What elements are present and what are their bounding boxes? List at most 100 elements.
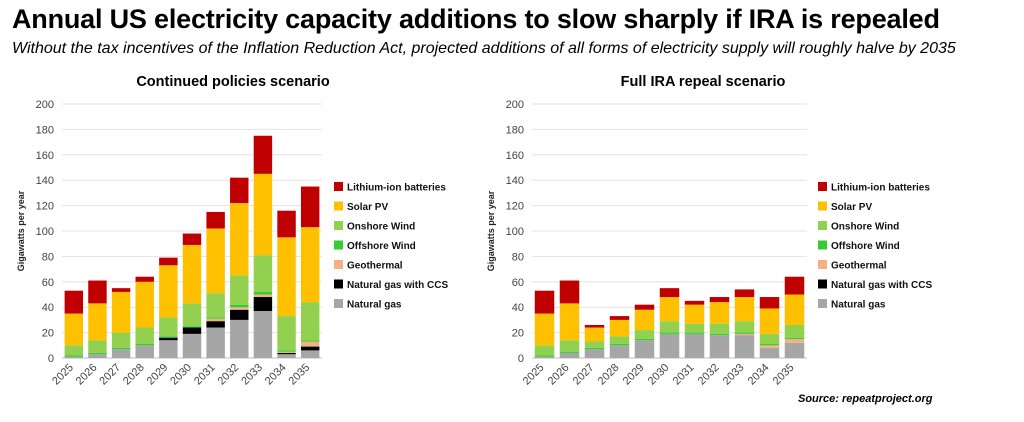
legend-swatch xyxy=(818,279,827,289)
x-tick-label: 2030 xyxy=(646,362,672,388)
legend-swatch xyxy=(334,279,343,289)
bar-onshore-wind-2032 xyxy=(709,323,730,334)
bar-natural-gas-2027 xyxy=(584,349,605,358)
bar-natural-gas-with-ccs-2035 xyxy=(300,346,320,351)
x-tick-label: 2032 xyxy=(696,362,722,388)
bar-solar-pv-2029 xyxy=(159,265,178,318)
x-tick-label: 2033 xyxy=(239,362,265,388)
bar-natural-gas-2034 xyxy=(277,354,296,358)
x-tick-label: 2035 xyxy=(771,362,797,388)
bar-lithium-ion-batteries-2031 xyxy=(206,211,225,229)
bar-geothermal-2035 xyxy=(784,338,805,343)
legend-swatch xyxy=(334,221,343,230)
y-tick-label: 160 xyxy=(506,150,524,162)
legend-swatch xyxy=(818,182,827,191)
legend-label: Natural gas xyxy=(347,300,402,311)
x-tick-label: 2027 xyxy=(571,362,597,388)
bar-offshore-wind-2035 xyxy=(784,337,805,339)
y-tick-label: 120 xyxy=(506,201,524,213)
legend-label: Offshore Wind xyxy=(347,241,416,252)
legend-swatch xyxy=(334,260,343,269)
bar-lithium-ion-batteries-2026 xyxy=(559,280,580,304)
bar-lithium-ion-batteries-2032 xyxy=(709,297,730,303)
legend-swatch xyxy=(334,201,343,211)
legend-label: Solar PV xyxy=(347,202,388,213)
y-tick-label: 120 xyxy=(36,201,54,213)
bar-solar-pv-2031 xyxy=(206,228,225,294)
x-tick-label: 2030 xyxy=(168,362,194,388)
panel-title: Full IRA repeal scenario xyxy=(621,74,786,90)
y-tick-label: 140 xyxy=(36,175,54,187)
bar-onshore-wind-2035 xyxy=(300,302,320,341)
x-tick-label: 2027 xyxy=(97,362,123,388)
bar-natural-gas-with-ccs-2034 xyxy=(277,352,296,355)
y-tick-label: 0 xyxy=(518,353,524,365)
x-tick-label: 2026 xyxy=(546,362,572,388)
bar-geothermal-2034 xyxy=(759,345,780,348)
bar-solar-pv-2029 xyxy=(634,309,655,331)
bar-geothermal-2031 xyxy=(206,318,225,322)
bar-natural-gas-2030 xyxy=(659,333,680,358)
bar-lithium-ion-batteries-2028 xyxy=(135,276,154,282)
bar-lithium-ion-batteries-2030 xyxy=(659,288,680,298)
y-tick-label: 20 xyxy=(42,328,54,340)
bar-lithium-ion-batteries-2032 xyxy=(230,177,249,204)
bar-onshore-wind-2028 xyxy=(609,336,630,345)
legend-swatch xyxy=(818,260,827,269)
legend-swatch xyxy=(818,299,827,308)
x-tick-label: 2032 xyxy=(216,362,242,388)
legend-label: Natural gas with CCS xyxy=(347,280,448,291)
legend-swatch xyxy=(818,221,827,230)
y-tick-label: 180 xyxy=(506,124,524,136)
bar-natural-gas-2030 xyxy=(182,333,202,358)
legend-swatch xyxy=(334,240,343,250)
y-tick-label: 20 xyxy=(512,328,524,340)
bar-natural-gas-with-ccs-2031 xyxy=(206,321,225,328)
bar-natural-gas-2032 xyxy=(709,335,730,358)
bar-solar-pv-2030 xyxy=(659,297,680,322)
chart-panel-1: Continued policies scenario 0 20 40 60 80 100 1… xyxy=(16,74,448,387)
bar-onshore-wind-2034 xyxy=(759,333,780,345)
y-axis-label: Gigawatts per year xyxy=(486,190,496,271)
bar-offshore-wind-2031 xyxy=(206,317,225,319)
bar-onshore-wind-2032 xyxy=(230,275,249,305)
legend-swatch xyxy=(334,299,343,308)
x-tick-label: 2029 xyxy=(621,362,647,388)
source-note: Source: repeatproject.org xyxy=(798,393,933,405)
bar-natural-gas-2029 xyxy=(159,340,178,358)
bar-natural-gas-2031 xyxy=(206,327,225,358)
bar-onshore-wind-2034 xyxy=(277,316,296,351)
bar-offshore-wind-2033 xyxy=(253,291,273,295)
bar-natural-gas-2026 xyxy=(559,352,580,358)
bar-offshore-wind-2032 xyxy=(230,304,249,308)
bar-onshore-wind-2030 xyxy=(659,321,680,333)
bar-onshore-wind-2033 xyxy=(253,255,273,292)
bar-offshore-wind-2025 xyxy=(534,355,555,357)
bar-offshore-wind-2027 xyxy=(584,347,605,350)
x-tick-label: 2034 xyxy=(746,362,772,388)
x-tick-label: 2025 xyxy=(521,362,547,388)
legend-swatch xyxy=(818,240,827,250)
bar-onshore-wind-2025 xyxy=(64,345,84,356)
bar-natural-gas-with-ccs-2033 xyxy=(253,297,273,312)
bar-solar-pv-2026 xyxy=(559,303,580,341)
bar-solar-pv-2025 xyxy=(534,313,555,346)
bar-natural-gas-2033 xyxy=(734,335,755,358)
x-tick-label: 2025 xyxy=(50,362,76,388)
legend-label: Onshore Wind xyxy=(831,222,899,233)
bar-onshore-wind-2031 xyxy=(684,323,705,333)
bar-offshore-wind-2033 xyxy=(734,332,755,334)
bar-lithium-ion-batteries-2028 xyxy=(609,316,630,320)
bar-lithium-ion-batteries-2033 xyxy=(253,135,273,174)
y-tick-label: 100 xyxy=(36,226,54,238)
bar-onshore-wind-2035 xyxy=(784,324,805,338)
y-tick-label: 40 xyxy=(42,302,54,314)
bar-lithium-ion-batteries-2035 xyxy=(300,186,320,228)
bar-offshore-wind-2034 xyxy=(759,344,780,346)
bar-lithium-ion-batteries-2026 xyxy=(88,280,107,304)
legend-swatch xyxy=(818,201,827,211)
bar-natural-gas-with-ccs-2032 xyxy=(230,309,249,320)
bar-solar-pv-2028 xyxy=(135,281,154,328)
bar-geothermal-2035 xyxy=(300,341,320,347)
